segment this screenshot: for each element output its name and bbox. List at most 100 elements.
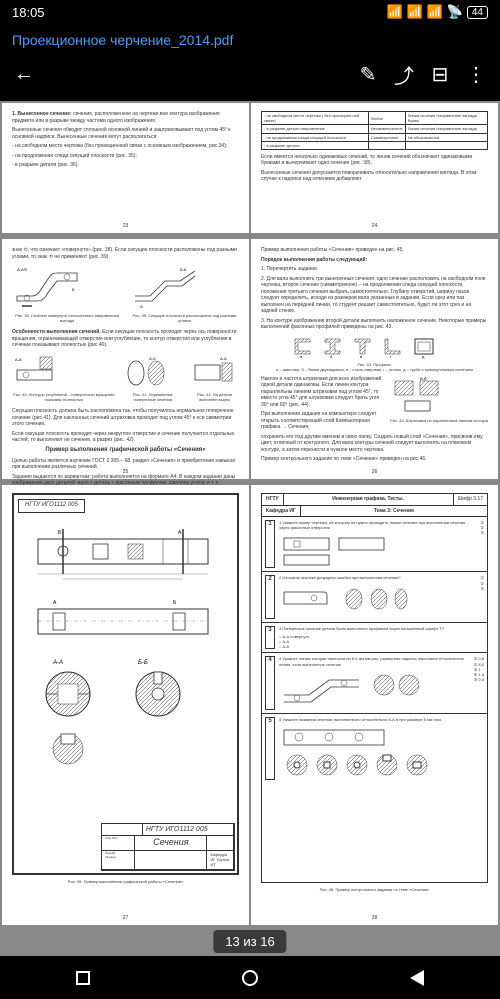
page-spread-1: 1. Вынесенное сечение: сечение, располож… [2, 103, 498, 233]
q1-fig [279, 533, 389, 568]
fig-44: В-В [390, 376, 445, 416]
page-num-27: 27 [123, 915, 129, 922]
q2-text: 2 На каком чертеже допущена ошибка при в… [279, 575, 476, 580]
drawing-frame: НГТУ ИГО1112 005 Б А [12, 493, 239, 875]
title-bar: Проекционное черчение_2014.pdf [0, 24, 500, 52]
page-spread-2: знак ⟲, что означает «повернуто» (рис. 3… [2, 239, 498, 479]
more-icon[interactable]: ⋮ [464, 62, 488, 87]
bookmark-icon[interactable]: ⊟ [428, 62, 452, 87]
fig38-label: Рис. 38. Сечение повернуто относительно … [12, 313, 122, 323]
battery-icon: 44 [467, 6, 488, 19]
page-num-25: 25 [123, 469, 129, 476]
svg-text:а: а [300, 354, 303, 359]
page-num-24: 24 [372, 223, 378, 230]
fig46-label: Рис. 46. Пример контрольного задания по … [261, 887, 488, 892]
status-right: 📶 📶 📶 📡 44 [387, 4, 488, 20]
p26-s2: 2. Для вала выполнить три вынесенных сеч… [261, 276, 488, 315]
svg-text:В-В: В-В [420, 376, 427, 381]
page-27: НГТУ ИГО1112 005 Б А [2, 485, 249, 925]
svg-text:А-А⟲: А-А⟲ [17, 267, 28, 272]
fig43-label: Рис. 43. Профили:а – швеллер, б – балка … [261, 362, 488, 372]
q4-text: 4 Укажите линию которая нанесена на 8,0 … [279, 656, 470, 666]
fig-38: А-А⟲ Б [12, 266, 82, 311]
nav-recent-icon[interactable] [76, 971, 90, 985]
svg-text:Б: Б [173, 600, 177, 606]
p24-text1: Если имеется несколько одинаковых сечени… [261, 154, 488, 167]
p26-s3: 3. На контуре изображения второй детали … [261, 318, 488, 331]
page-num-28: 28 [372, 915, 378, 922]
page-spread-3: НГТУ ИГО1112 005 Б А [2, 485, 498, 925]
svg-text:А: А [178, 530, 182, 536]
svg-text:А-А: А-А [220, 356, 227, 361]
p23-b3: - в разрыве детали (рис. 36). [12, 162, 239, 169]
svg-text:г: г [390, 354, 392, 359]
document-title: Проекционное черчение_2014.pdf [12, 32, 233, 48]
q1-text: 1 Укажите номер чертежа, на котором не н… [279, 520, 476, 530]
page-counter-text: 13 из 16 [225, 934, 274, 949]
nav-home-icon[interactable] [242, 970, 258, 986]
page-counter: 13 из 16 [213, 930, 286, 953]
drawing-27: Б А А Б А-А [18, 519, 228, 799]
p25-text3: Секущая плоскость должна быть расположен… [12, 408, 239, 428]
page-num-23: 23 [123, 223, 129, 230]
share-icon[interactable]: ⤴ [392, 60, 416, 89]
svg-text:Б-Б: Б-Б [138, 660, 148, 666]
svg-text:б: б [330, 354, 333, 359]
p23-text2: Вынесенные сечения обводят сплошной осно… [12, 127, 239, 140]
svg-text:в: в [360, 354, 362, 359]
q2-fig [279, 584, 409, 619]
page-25: знак ⟲, что означает «повернуто» (рис. 3… [2, 239, 249, 479]
fig-42: А-А [190, 355, 235, 390]
p24-table: - на свободном месте чертежа ( без проек… [261, 111, 488, 150]
q5-fig [279, 725, 439, 780]
page-num-26: 26 [372, 469, 378, 476]
fig45-label: Рис. 45. Пример выполнения графической р… [12, 879, 239, 884]
p26-text1: Пример выполнения работы «Сечения» приве… [261, 247, 488, 254]
toolbar: ← ✎ ⤴ ⊟ ⋮ [0, 52, 500, 101]
p28-h2: Инженерная графика. Тесты. [284, 494, 453, 505]
p26-text5: Пример контрольного задания по теме «Сеч… [261, 456, 488, 463]
page-26: Пример выполнения работы «Сечения» приве… [251, 239, 498, 479]
p23-b1: - на свободном месте чертежа (без проекц… [12, 143, 239, 150]
status-time: 18:05 [12, 5, 45, 20]
svg-text:А: А [53, 600, 57, 606]
svg-text:Б-Б: Б-Б [180, 267, 187, 272]
p28-h3: Кафедра ИГ [262, 506, 301, 517]
svg-text:д: д [422, 354, 425, 359]
wifi-icon: 📡 [447, 4, 463, 20]
fig44-label: Рис. 44. Штриховка не параллельна линиям… [390, 418, 488, 423]
fig-41: А-А [124, 355, 169, 390]
page-23: 1. Вынесенное сечение: сечение, располож… [2, 103, 249, 233]
p23-heading: 1. Вынесенное сечение: [12, 111, 72, 117]
page-28: НГТУ Инженерная графика. Тесты. Шифр 3.1… [251, 485, 498, 925]
p25-h2: Особенности выполнения сечений. [12, 329, 101, 335]
p25-text1: знак ⟲, что означает «повернуто» (рис. 3… [12, 247, 239, 260]
p23-b2: - на продолжении следа секущей плоскости… [12, 153, 239, 160]
p28-h5: Шифр 3.17 [453, 494, 487, 505]
fig-40: А-А [12, 355, 57, 390]
nav-back-icon[interactable] [410, 970, 424, 986]
p26-text2: Наклон и частота штриховки для всех изоб… [261, 376, 384, 409]
signal-icon: 📶 📶 📶 [387, 4, 443, 20]
p26-text3: При выполнении задания на компьютере сле… [261, 411, 384, 431]
q3-text: 3 Поперечное сечение детали было выполне… [279, 626, 484, 631]
title-block: НГТУ ИГО1112 005 Изм Лист Сечения Разраб… [101, 823, 235, 870]
q5-text: 5 Укажите названия сечения, выполненного… [279, 717, 484, 722]
svg-text:А-А: А-А [149, 356, 156, 361]
nav-bar [0, 957, 500, 999]
fig39-label: Рис. 39. Секущие плоскости расположены п… [130, 313, 239, 323]
svg-text:А-А: А-А [15, 357, 22, 362]
edit-icon[interactable]: ✎ [356, 62, 380, 87]
svg-text:А-А: А-А [52, 660, 63, 666]
fig-39: Б-Б А [130, 266, 200, 311]
fig41-label: Рис. 41. Нормальные поперечные сечения [124, 392, 182, 402]
svg-text:А: А [140, 304, 143, 309]
status-bar: 18:05 📶 📶 📶 📡 44 [0, 0, 500, 24]
document-content[interactable]: 1. Вынесенное сечение: сечение, располож… [0, 101, 500, 956]
back-icon[interactable]: ← [12, 63, 36, 86]
title-top: НГТУ ИГО1112 005 [18, 499, 85, 513]
p26-text4: сохранить его под другим именем в свою п… [261, 434, 488, 454]
p25-h3: Пример выполнения графической работы «Се… [12, 447, 239, 455]
page-24: - на свободном месте чертежа ( без проек… [251, 103, 498, 233]
svg-text:Б: Б [58, 530, 62, 536]
